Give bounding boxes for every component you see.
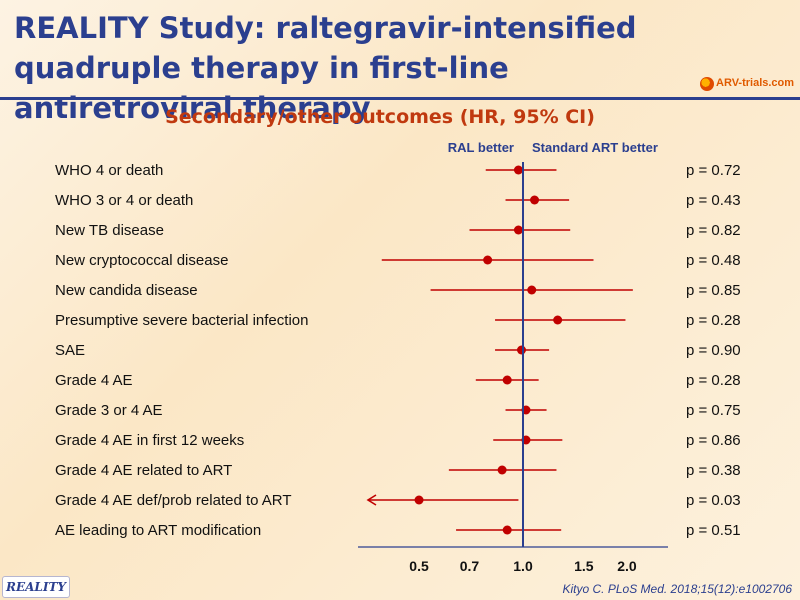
hazard-ratio-point (513, 225, 523, 235)
p-value: p = 0.03 (686, 492, 741, 509)
row-label: SAE (55, 342, 85, 359)
standard-art-better-label: Standard ART better (532, 140, 658, 155)
hazard-ratio-point (497, 465, 507, 475)
forest-row: Grade 4 AE def/prob related to ART p = 0.… (55, 492, 741, 509)
p-value: p = 0.90 (686, 342, 741, 359)
x-tick-label: 2.0 (617, 558, 637, 574)
ci-arrow-icon (366, 494, 377, 506)
forest-row: Grade 4 AE in first 12 weeks p = 0.86 (55, 432, 741, 449)
forest-row: SAE p = 0.90 (55, 342, 741, 359)
p-value: p = 0.28 (686, 312, 741, 329)
p-value: p = 0.82 (686, 222, 741, 239)
ral-better-label: RAL better (448, 140, 514, 155)
p-value: p = 0.85 (686, 282, 741, 299)
hazard-ratio-point (530, 195, 540, 205)
chart-title: Secondary/other outcomes (HR, 95% CI) (165, 106, 595, 128)
p-value: p = 0.38 (686, 462, 741, 479)
x-tick-label: 0.5 (409, 558, 429, 574)
p-value: p = 0.51 (686, 522, 741, 539)
forest-row: WHO 3 or 4 or death p = 0.43 (55, 192, 741, 209)
row-label: AE leading to ART modification (55, 522, 261, 539)
row-label: WHO 4 or death (55, 162, 163, 179)
forest-row: WHO 4 or death p = 0.72 (55, 162, 741, 179)
hazard-ratio-point (527, 285, 537, 295)
hazard-ratio-point (516, 345, 526, 355)
reality-badge: REALITY (2, 576, 70, 598)
row-label: Grade 4 AE def/prob related to ART (55, 492, 292, 509)
x-axis-ticks: 0.5 0.7 1.0 1.5 2.0 (409, 558, 637, 574)
row-label: New candida disease (55, 282, 198, 299)
forest-row: New candida disease p = 0.85 (55, 282, 741, 299)
forest-row: AE leading to ART modification p = 0.51 (55, 522, 741, 539)
forest-row: New cryptococcal disease p = 0.48 (55, 252, 741, 269)
arv-trials-logo: ARV-trials.com (700, 75, 796, 95)
row-label: Grade 4 AE in first 12 weeks (55, 432, 244, 449)
row-label: WHO 3 or 4 or death (55, 192, 193, 209)
row-label: Grade 4 AE (55, 372, 133, 389)
p-value: p = 0.28 (686, 372, 741, 389)
hazard-ratio-point (483, 255, 493, 265)
logo-icon (700, 77, 714, 91)
p-value: p = 0.48 (686, 252, 741, 269)
row-label: New cryptococcal disease (55, 252, 228, 269)
forest-rows: WHO 4 or death p = 0.72 WHO 3 or 4 or deat… (55, 162, 741, 539)
p-value: p = 0.43 (686, 192, 741, 209)
row-label: Presumptive severe bacterial infection (55, 312, 308, 329)
p-value: p = 0.75 (686, 402, 741, 419)
x-tick-label: 0.7 (460, 558, 480, 574)
row-label: Grade 3 or 4 AE (55, 402, 163, 419)
x-tick-label: 1.0 (513, 558, 533, 574)
forest-row: Grade 4 AE p = 0.28 (55, 372, 741, 389)
forest-row: Presumptive severe bacterial infection p … (55, 312, 741, 329)
logo-text: ARV-trials.com (716, 77, 795, 89)
p-value: p = 0.72 (686, 162, 741, 179)
hazard-ratio-point (513, 165, 523, 175)
title-divider (0, 97, 800, 100)
forest-row: New TB disease p = 0.82 (55, 222, 741, 239)
hazard-ratio-point (414, 495, 424, 505)
forest-row: Grade 3 or 4 AE p = 0.75 (55, 402, 741, 419)
p-value: p = 0.86 (686, 432, 741, 449)
row-label: New TB disease (55, 222, 164, 239)
row-label: Grade 4 AE related to ART (55, 462, 232, 479)
hazard-ratio-point (502, 375, 512, 385)
forest-row: Grade 4 AE related to ART p = 0.38 (55, 462, 741, 479)
hazard-ratio-point (553, 315, 563, 325)
hazard-ratio-point (502, 525, 512, 535)
citation: Kityo C. PLoS Med. 2018;15(12):e1002706 (562, 582, 793, 596)
x-tick-label: 1.5 (574, 558, 594, 574)
page-title: REALITY Study: raltegravir-intensified q… (14, 11, 637, 125)
